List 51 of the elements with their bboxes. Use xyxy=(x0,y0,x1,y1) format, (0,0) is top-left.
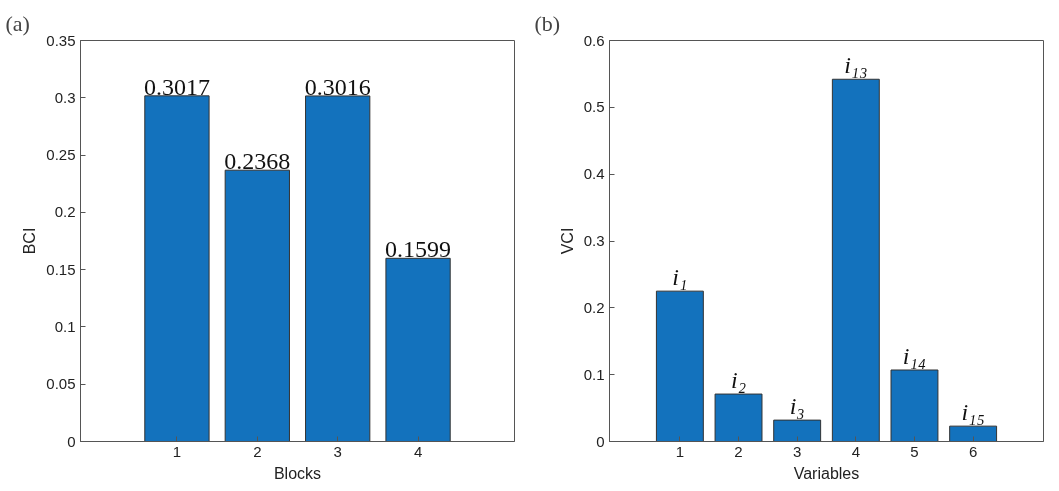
chart-title: (a) xyxy=(5,10,30,36)
y-axis-title: BCI xyxy=(21,227,39,255)
x-tick-label: 2 xyxy=(253,442,262,460)
x-axis-title: Variables xyxy=(793,464,860,482)
y-tick-label: 0.6 xyxy=(583,31,605,49)
bar xyxy=(949,425,998,442)
x-tick-label: 5 xyxy=(910,442,919,460)
x-tick-label: 2 xyxy=(734,442,743,460)
data-label: i₁ xyxy=(672,264,688,291)
bar xyxy=(385,257,451,442)
y-tick-label: 0.1 xyxy=(583,365,605,383)
x-tick-label: 1 xyxy=(675,442,685,460)
bar xyxy=(773,419,822,442)
x-tick-label: 6 xyxy=(968,442,978,460)
data-label: i₁₅ xyxy=(961,399,985,426)
chart-title: (b) xyxy=(534,10,561,36)
x-tick-label: 3 xyxy=(793,442,802,460)
y-tick-label: 0 xyxy=(67,432,76,450)
x-axis-title: Blocks xyxy=(273,464,322,482)
y-tick-label: 0.5 xyxy=(583,98,605,116)
y-tick-label: 0.3 xyxy=(583,232,605,249)
data-label: 0.1599 xyxy=(385,236,452,263)
bar xyxy=(890,369,939,442)
x-tick-label: 3 xyxy=(333,442,342,460)
y-axis-title: VCI xyxy=(558,227,576,255)
y-tick-label: 0.2 xyxy=(54,203,76,221)
x-tick-label: 4 xyxy=(851,442,860,460)
y-tick-label: 0.25 xyxy=(46,146,76,164)
data-label: i₁₃ xyxy=(844,52,868,79)
y-tick-label: 0.4 xyxy=(583,165,605,183)
bar xyxy=(224,169,290,442)
y-tick-label: 0.2 xyxy=(583,298,605,316)
data-label: 0.3017 xyxy=(143,73,210,100)
y-tick-label: 0.35 xyxy=(46,31,76,49)
y-tick-label: 0.1 xyxy=(54,317,76,335)
y-tick-label: 0.15 xyxy=(46,260,76,278)
data-label: i₃ xyxy=(789,393,805,420)
y-tick-label: 0 xyxy=(596,432,605,450)
data-label: 0.2368 xyxy=(224,148,291,175)
y-tick-label: 0.05 xyxy=(46,375,76,393)
data-label: i₂ xyxy=(731,367,747,394)
bar xyxy=(831,78,880,442)
bar xyxy=(714,393,763,442)
data-label: i₁₄ xyxy=(902,342,927,369)
y-tick-label: 0.3 xyxy=(54,88,76,106)
x-tick-label: 1 xyxy=(172,442,182,460)
data-label: 0.3016 xyxy=(304,73,371,100)
x-tick-label: 4 xyxy=(413,442,423,460)
bar xyxy=(655,290,704,442)
bar xyxy=(305,95,371,442)
bar xyxy=(144,95,210,442)
